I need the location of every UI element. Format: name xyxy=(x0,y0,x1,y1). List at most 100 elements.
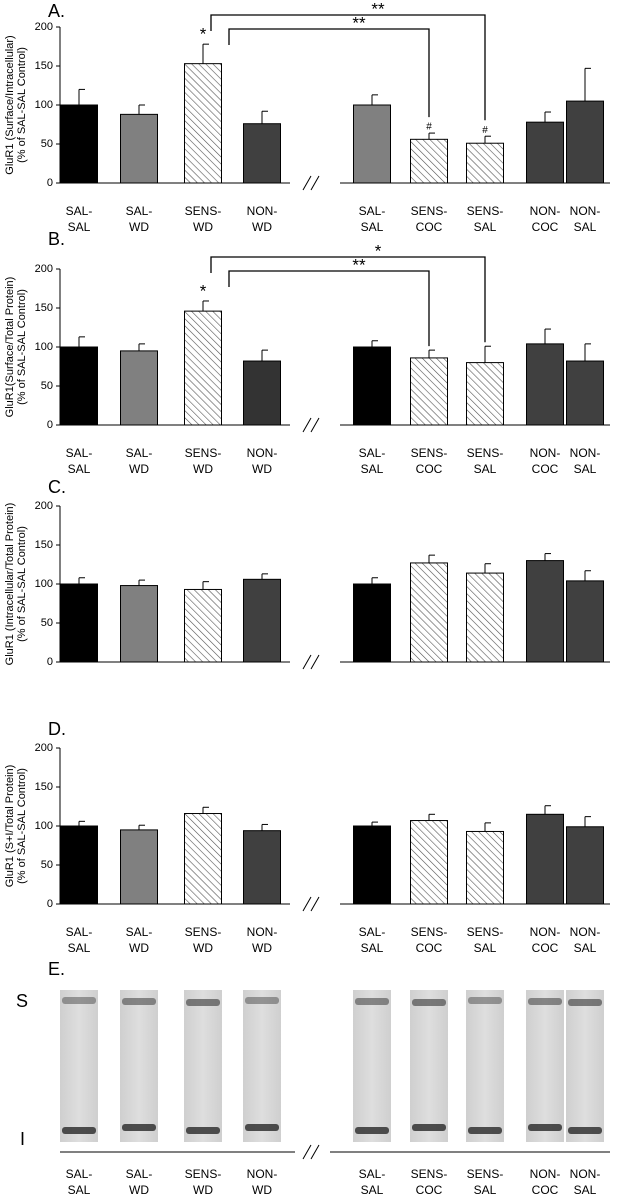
bar xyxy=(60,346,98,426)
bar xyxy=(184,63,222,184)
x-tick-label: SAL-WD xyxy=(126,446,153,476)
axis-break xyxy=(310,654,320,670)
bar xyxy=(410,820,448,905)
bar xyxy=(466,572,504,663)
y-axis-label: (% of SAL-SAL Control) xyxy=(16,768,28,884)
y-tick-label: 200 xyxy=(35,742,53,754)
axis-break xyxy=(310,175,320,191)
blot-lane xyxy=(243,990,281,1142)
blot-band xyxy=(468,1127,502,1134)
comparison-bracket xyxy=(228,28,430,118)
panel-label: B. xyxy=(48,229,65,249)
axis-break xyxy=(302,175,312,191)
y-tick-label: 150 xyxy=(35,781,53,793)
blot-band xyxy=(468,997,502,1004)
blot-band xyxy=(122,1124,156,1131)
x-tick-label: SAL-SAL xyxy=(359,446,386,476)
y-tick-label: 50 xyxy=(41,138,53,150)
comparison-label: ** xyxy=(352,255,366,274)
x-tick-label: NON-COC xyxy=(530,204,561,234)
blot-band xyxy=(412,999,446,1006)
lane-label: SAL-WD xyxy=(126,1167,153,1197)
x-tick-label: NON-WD xyxy=(247,446,278,476)
panel-label: A. xyxy=(48,1,65,21)
bar xyxy=(566,580,604,663)
bar xyxy=(120,350,158,426)
y-tick-label: 50 xyxy=(41,380,53,392)
y-tick-label: 200 xyxy=(35,500,53,512)
x-tick-label: SENS-COC xyxy=(411,925,448,955)
x-tick-label: SAL-SAL xyxy=(359,925,386,955)
y-tick-label: 0 xyxy=(47,898,53,910)
bar xyxy=(184,588,222,663)
x-tick-label: SAL-SAL xyxy=(66,446,93,476)
bar xyxy=(466,142,504,184)
comparison-bracket xyxy=(228,270,430,347)
bar xyxy=(526,343,564,426)
bar xyxy=(60,104,98,184)
y-axis-label: (% of SAL-SAL Control) xyxy=(16,526,28,642)
y-axis-label: GluR1 (S+I/Total Protein) xyxy=(4,765,16,888)
lane-label: SENS-WD xyxy=(185,1167,222,1197)
significance-label: * xyxy=(200,281,207,300)
bar xyxy=(466,830,504,905)
y-tick-label: 200 xyxy=(35,21,53,33)
axis-break xyxy=(310,896,320,912)
blot-band xyxy=(186,1127,220,1134)
blot-band xyxy=(568,999,602,1006)
blot-band xyxy=(245,997,279,1004)
lane-label: SAL-SAL xyxy=(66,1167,93,1197)
y-tick-label: 150 xyxy=(35,302,53,314)
bar xyxy=(566,826,604,905)
axis-break xyxy=(302,417,312,433)
y-tick-label: 0 xyxy=(47,419,53,431)
x-tick-label: NON-WD xyxy=(247,925,278,955)
bar xyxy=(243,360,281,426)
significance-label: * xyxy=(200,25,207,44)
blot-lane xyxy=(466,990,504,1142)
y-tick-label: 100 xyxy=(35,578,53,590)
y-tick-label: 150 xyxy=(35,60,53,72)
bar xyxy=(184,310,222,426)
lane-label: SENS-SAL xyxy=(467,1167,504,1197)
blot-lane xyxy=(120,990,158,1142)
blot-band xyxy=(122,998,156,1005)
lane-label: SAL-SAL xyxy=(359,1167,386,1197)
blot-lane xyxy=(60,990,98,1142)
bar xyxy=(243,123,281,184)
x-tick-label: NON-COC xyxy=(530,446,561,476)
axis-break xyxy=(310,1144,320,1160)
axis-break xyxy=(302,896,312,912)
y-axis-label: (% of SAL-SAL Control) xyxy=(16,47,28,163)
y-axis-label: (% of SAL-SAL Control) xyxy=(16,289,28,405)
blot-band xyxy=(355,1127,389,1134)
panel-label: E. xyxy=(48,959,65,979)
bar xyxy=(410,357,448,426)
bar xyxy=(184,813,222,905)
bar xyxy=(566,360,604,426)
bar xyxy=(526,560,564,663)
x-tick-label: NON-SAL xyxy=(570,204,601,234)
blot-band xyxy=(412,1124,446,1131)
panel-label: D. xyxy=(48,719,66,739)
x-tick-label: NON-SAL xyxy=(570,446,601,476)
bar xyxy=(120,585,158,663)
blot-lane xyxy=(526,990,564,1142)
blot-band xyxy=(62,997,96,1004)
comparison-bracket xyxy=(210,14,486,121)
bar xyxy=(526,813,564,905)
bar xyxy=(60,825,98,905)
y-tick-label: 150 xyxy=(35,539,53,551)
blot-lane xyxy=(353,990,391,1142)
blot-lane xyxy=(410,990,448,1142)
x-tick-label: SENS-WD xyxy=(185,446,222,476)
x-tick-label: SENS-SAL xyxy=(467,925,504,955)
blot-band xyxy=(528,998,562,1005)
y-tick-label: 0 xyxy=(47,177,53,189)
x-tick-label: SAL-SAL xyxy=(359,204,386,234)
bar xyxy=(410,562,448,663)
x-tick-label: SENS-SAL xyxy=(467,204,504,234)
bar xyxy=(120,113,158,184)
x-tick-label: NON-COC xyxy=(530,925,561,955)
bar xyxy=(60,583,98,663)
